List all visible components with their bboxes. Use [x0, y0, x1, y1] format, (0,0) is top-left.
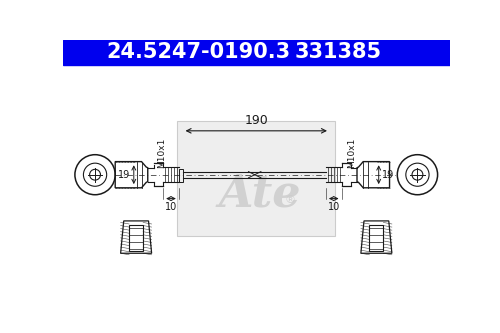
Text: 19: 19	[382, 170, 394, 180]
Text: 19: 19	[118, 170, 130, 180]
Text: M10x1: M10x1	[347, 138, 356, 168]
Text: 10: 10	[165, 202, 177, 212]
Text: 24.5247-0190.3: 24.5247-0190.3	[106, 42, 290, 62]
Text: M10x1: M10x1	[157, 138, 166, 168]
Text: Ate: Ate	[219, 172, 302, 215]
Bar	[62, 40, 450, 65]
Text: ®: ®	[284, 195, 295, 205]
Bar	[179, 168, 184, 181]
Text: 190: 190	[244, 114, 268, 127]
Bar	[177, 121, 336, 236]
Text: 331385: 331385	[294, 42, 381, 62]
Text: 10: 10	[328, 202, 340, 212]
